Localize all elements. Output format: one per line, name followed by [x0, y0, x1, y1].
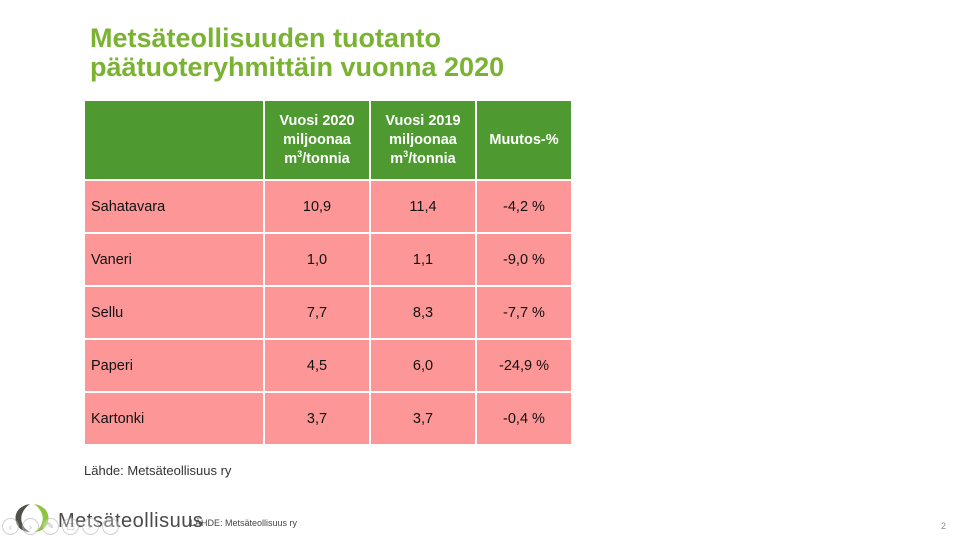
change-cell: -7,7 % — [475, 285, 573, 340]
value-2019-cell: 8,3 — [369, 285, 477, 340]
value-2019-cell: 6,0 — [369, 338, 477, 393]
value-2019-cell: 3,7 — [369, 391, 477, 446]
table-row: Sahatavara 10,9 11,4 -4,2 % — [83, 179, 573, 234]
value-2019-cell: 11,4 — [369, 179, 477, 234]
header-label: Vuosi 2020 — [279, 112, 355, 129]
product-cell: Paperi — [83, 338, 265, 393]
zoom-icon[interactable]: ⌕ — [82, 518, 99, 535]
more-options-icon[interactable]: ⋯ — [102, 518, 119, 535]
product-cell: Sellu — [83, 285, 265, 340]
header-product — [83, 99, 265, 181]
table-header-row: Vuosi 2020 miljoonaa m3/tonnia Vuosi 201… — [83, 99, 573, 181]
value-2020-cell: 4,5 — [263, 338, 371, 393]
header-unit-rest: /tonnia — [408, 150, 456, 167]
page-number: 2 — [941, 521, 947, 531]
header-year-2019: Vuosi 2019 miljoonaa m3/tonnia — [369, 99, 477, 181]
change-cell: -9,0 % — [475, 232, 573, 287]
see-all-slides-icon[interactable]: ▢ — [62, 518, 79, 535]
product-cell: Sahatavara — [83, 179, 265, 234]
header-unit-sup: 3 — [297, 148, 303, 159]
table-row: Paperi 4,5 6,0 -24,9 % — [83, 338, 573, 393]
header-unit-line: miljoonaa — [283, 131, 351, 148]
slide-title-line-1: Metsäteollisuuden tuotanto — [90, 23, 441, 53]
header-unit-line: miljoonaa — [389, 131, 457, 148]
value-2020-cell: 1,0 — [263, 232, 371, 287]
slide-title-line-2: päätuoteryhmittäin vuonna 2020 — [90, 52, 505, 82]
footer-source: LÄHDE: Metsäteollisuus ry — [190, 518, 298, 528]
table-row: Sellu 7,7 8,3 -7,7 % — [83, 285, 573, 340]
next-slide-icon[interactable]: › — [22, 518, 39, 535]
slideshow-controls: ‹ › ✎ ▢ ⌕ ⋯ — [2, 518, 119, 535]
product-cell: Kartonki — [83, 391, 265, 446]
value-2019-cell: 1,1 — [369, 232, 477, 287]
value-2020-cell: 7,7 — [263, 285, 371, 340]
header-label: Vuosi 2019 — [385, 112, 461, 129]
header-unit: m — [284, 150, 298, 167]
header-year-2020: Vuosi 2020 miljoonaa m3/tonnia — [263, 99, 371, 181]
change-cell: -0,4 % — [475, 391, 573, 446]
slide-title: Metsäteollisuuden tuotanto päätuoteryhmi… — [90, 24, 504, 82]
change-cell: -4,2 % — [475, 179, 573, 234]
value-2020-cell: 10,9 — [263, 179, 371, 234]
table-row: Kartonki 3,7 3,7 -0,4 % — [83, 391, 573, 446]
header-unit-sup: 3 — [403, 148, 409, 159]
header-unit-rest: /tonnia — [302, 150, 350, 167]
table-row: Vaneri 1,0 1,1 -9,0 % — [83, 232, 573, 287]
change-cell: -24,9 % — [475, 338, 573, 393]
source-note: Lähde: Metsäteollisuus ry — [84, 463, 232, 478]
product-cell: Vaneri — [83, 232, 265, 287]
previous-slide-icon[interactable]: ‹ — [2, 518, 19, 535]
pen-icon[interactable]: ✎ — [42, 518, 59, 535]
value-2020-cell: 3,7 — [263, 391, 371, 446]
production-table: Vuosi 2020 miljoonaa m3/tonnia Vuosi 201… — [83, 99, 573, 446]
header-unit: m — [390, 150, 404, 167]
header-change-percent: Muutos-% — [475, 99, 573, 181]
